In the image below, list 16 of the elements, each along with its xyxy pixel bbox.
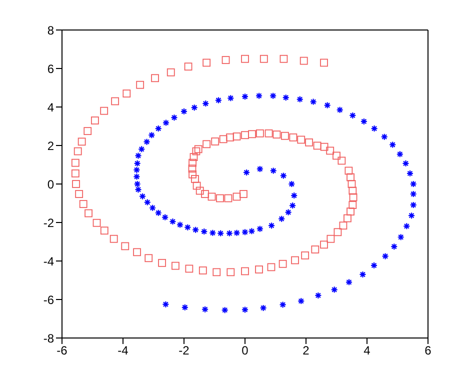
y-tick-label: -6 xyxy=(43,292,54,307)
y-tick-label: -4 xyxy=(43,254,54,268)
y-tick-label: 4 xyxy=(47,100,54,114)
y-tick-label: 2 xyxy=(47,138,54,153)
x-tick-label: 0 xyxy=(242,344,249,358)
x-tick-label: -4 xyxy=(118,344,129,358)
x-tick-label: -2 xyxy=(178,344,190,358)
y-tick-label: 8 xyxy=(47,23,54,38)
x-tick-label: 2 xyxy=(302,344,310,358)
y-tick-label: 0 xyxy=(47,177,54,192)
x-tick-label: 6 xyxy=(424,344,432,358)
y-tick-label: 6 xyxy=(47,62,54,76)
x-tick-label: 4 xyxy=(364,344,371,358)
y-tick-label: -2 xyxy=(43,216,54,230)
y-tick-label: -8 xyxy=(43,331,54,346)
x-tick-label: -6 xyxy=(56,344,68,358)
